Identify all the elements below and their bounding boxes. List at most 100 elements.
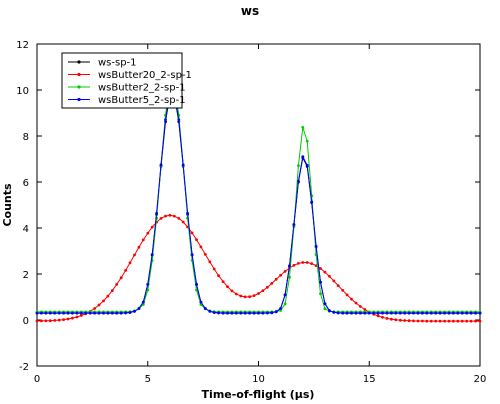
data-point — [310, 262, 314, 265]
legend-marker — [77, 97, 81, 102]
data-point — [35, 311, 39, 315]
data-point — [221, 280, 225, 283]
data-point — [146, 231, 150, 235]
data-point — [217, 311, 221, 315]
data-point — [465, 311, 469, 315]
data-point — [350, 311, 353, 315]
x-tick-label: 10 — [252, 374, 265, 385]
data-point — [243, 311, 247, 315]
data-point — [403, 319, 407, 322]
data-point — [195, 288, 198, 292]
axes: 0 5 10 15 20 -2 0 2 4 6 8 10 12 — [16, 40, 486, 385]
data-point — [159, 163, 163, 167]
data-point — [71, 311, 74, 315]
data-point — [367, 311, 371, 315]
data-point — [141, 300, 145, 304]
data-point — [93, 311, 96, 315]
y-tick-label: 0 — [23, 316, 29, 327]
data-point — [381, 311, 384, 315]
data-point — [328, 274, 331, 278]
data-point — [412, 319, 415, 323]
data-point — [48, 311, 52, 315]
data-point — [128, 261, 132, 265]
data-point — [314, 244, 318, 248]
data-point — [452, 319, 455, 323]
data-point — [35, 319, 39, 323]
legend-label: wsButter2_2-sp-1 — [98, 83, 186, 94]
data-point — [266, 311, 269, 315]
data-point — [234, 292, 238, 296]
data-point — [279, 307, 282, 310]
data-point — [292, 263, 296, 267]
data-point — [208, 260, 212, 264]
data-point — [403, 311, 407, 315]
data-point — [394, 318, 398, 322]
data-point — [429, 319, 433, 323]
data-point — [456, 311, 460, 315]
data-point — [336, 311, 340, 315]
data-point — [359, 311, 362, 315]
y-tick-label: 8 — [23, 132, 29, 143]
data-point — [164, 214, 167, 218]
x-tick-label: 0 — [34, 374, 40, 385]
data-point — [310, 200, 314, 204]
data-point — [447, 319, 451, 323]
data-point — [110, 311, 114, 315]
data-point — [181, 163, 185, 167]
data-point — [234, 311, 238, 315]
data-point — [212, 267, 216, 271]
data-point — [478, 319, 482, 323]
data-point — [257, 292, 260, 295]
data-point — [266, 285, 269, 289]
series-1 — [35, 213, 482, 323]
data-point — [394, 311, 398, 315]
data-point — [150, 253, 154, 256]
data-point — [390, 311, 393, 315]
data-point — [416, 311, 420, 315]
data-point — [79, 311, 83, 315]
y-tick-label: 4 — [23, 224, 29, 235]
data-point — [372, 311, 376, 315]
data-point — [443, 319, 446, 323]
data-point — [75, 315, 79, 319]
data-point — [110, 289, 114, 292]
data-point — [328, 309, 331, 313]
data-point — [230, 289, 234, 293]
data-point — [261, 289, 265, 293]
data-point — [350, 297, 353, 301]
data-point — [79, 314, 83, 317]
data-point — [460, 311, 464, 315]
data-point — [301, 126, 305, 129]
data-point — [421, 311, 424, 315]
data-point — [102, 311, 105, 315]
series-layer — [35, 82, 482, 323]
data-point — [106, 294, 110, 298]
data-point — [199, 245, 203, 249]
y-tick-label: -2 — [19, 362, 29, 373]
data-point — [438, 319, 442, 323]
data-point — [412, 311, 415, 315]
data-point — [221, 311, 225, 315]
data-point — [301, 155, 305, 159]
y-axis-label: Counts — [1, 183, 14, 227]
data-point — [305, 139, 309, 143]
data-point — [243, 295, 247, 299]
data-point — [115, 311, 119, 315]
data-point — [57, 318, 61, 322]
data-point — [66, 317, 70, 321]
data-point — [97, 311, 101, 315]
data-point — [332, 310, 336, 314]
data-point — [345, 311, 349, 315]
data-point — [57, 311, 61, 315]
data-point — [363, 311, 367, 315]
data-point — [172, 214, 176, 218]
data-point — [71, 316, 74, 320]
data-point — [137, 245, 141, 249]
data-point — [181, 220, 185, 224]
data-point — [115, 283, 119, 286]
data-point — [323, 307, 327, 311]
data-point — [354, 301, 358, 305]
legend-marker — [77, 60, 81, 64]
